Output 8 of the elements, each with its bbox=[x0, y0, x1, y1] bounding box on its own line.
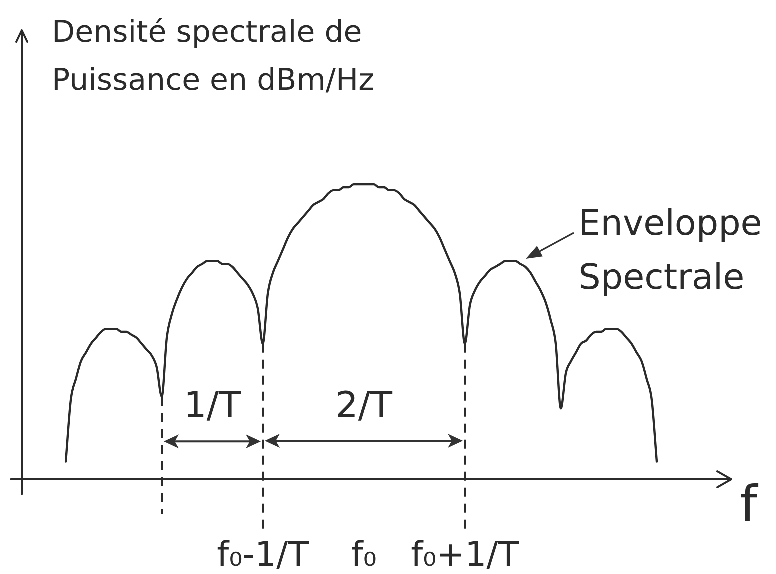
annotation: 1/T bbox=[184, 386, 242, 426]
x-tick-label: f₀ bbox=[351, 534, 377, 574]
x-tick-label: f₀-1/T bbox=[217, 534, 310, 574]
x-tick-label: f₀+1/T bbox=[411, 534, 520, 574]
x-axis-title: f bbox=[740, 476, 759, 534]
legend-label: Enveloppe Spectrale bbox=[578, 204, 762, 298]
y-axis-title: Densité spectrale de Puissance en dBm/Hz bbox=[52, 15, 374, 98]
annotation: 2/T bbox=[336, 386, 394, 426]
